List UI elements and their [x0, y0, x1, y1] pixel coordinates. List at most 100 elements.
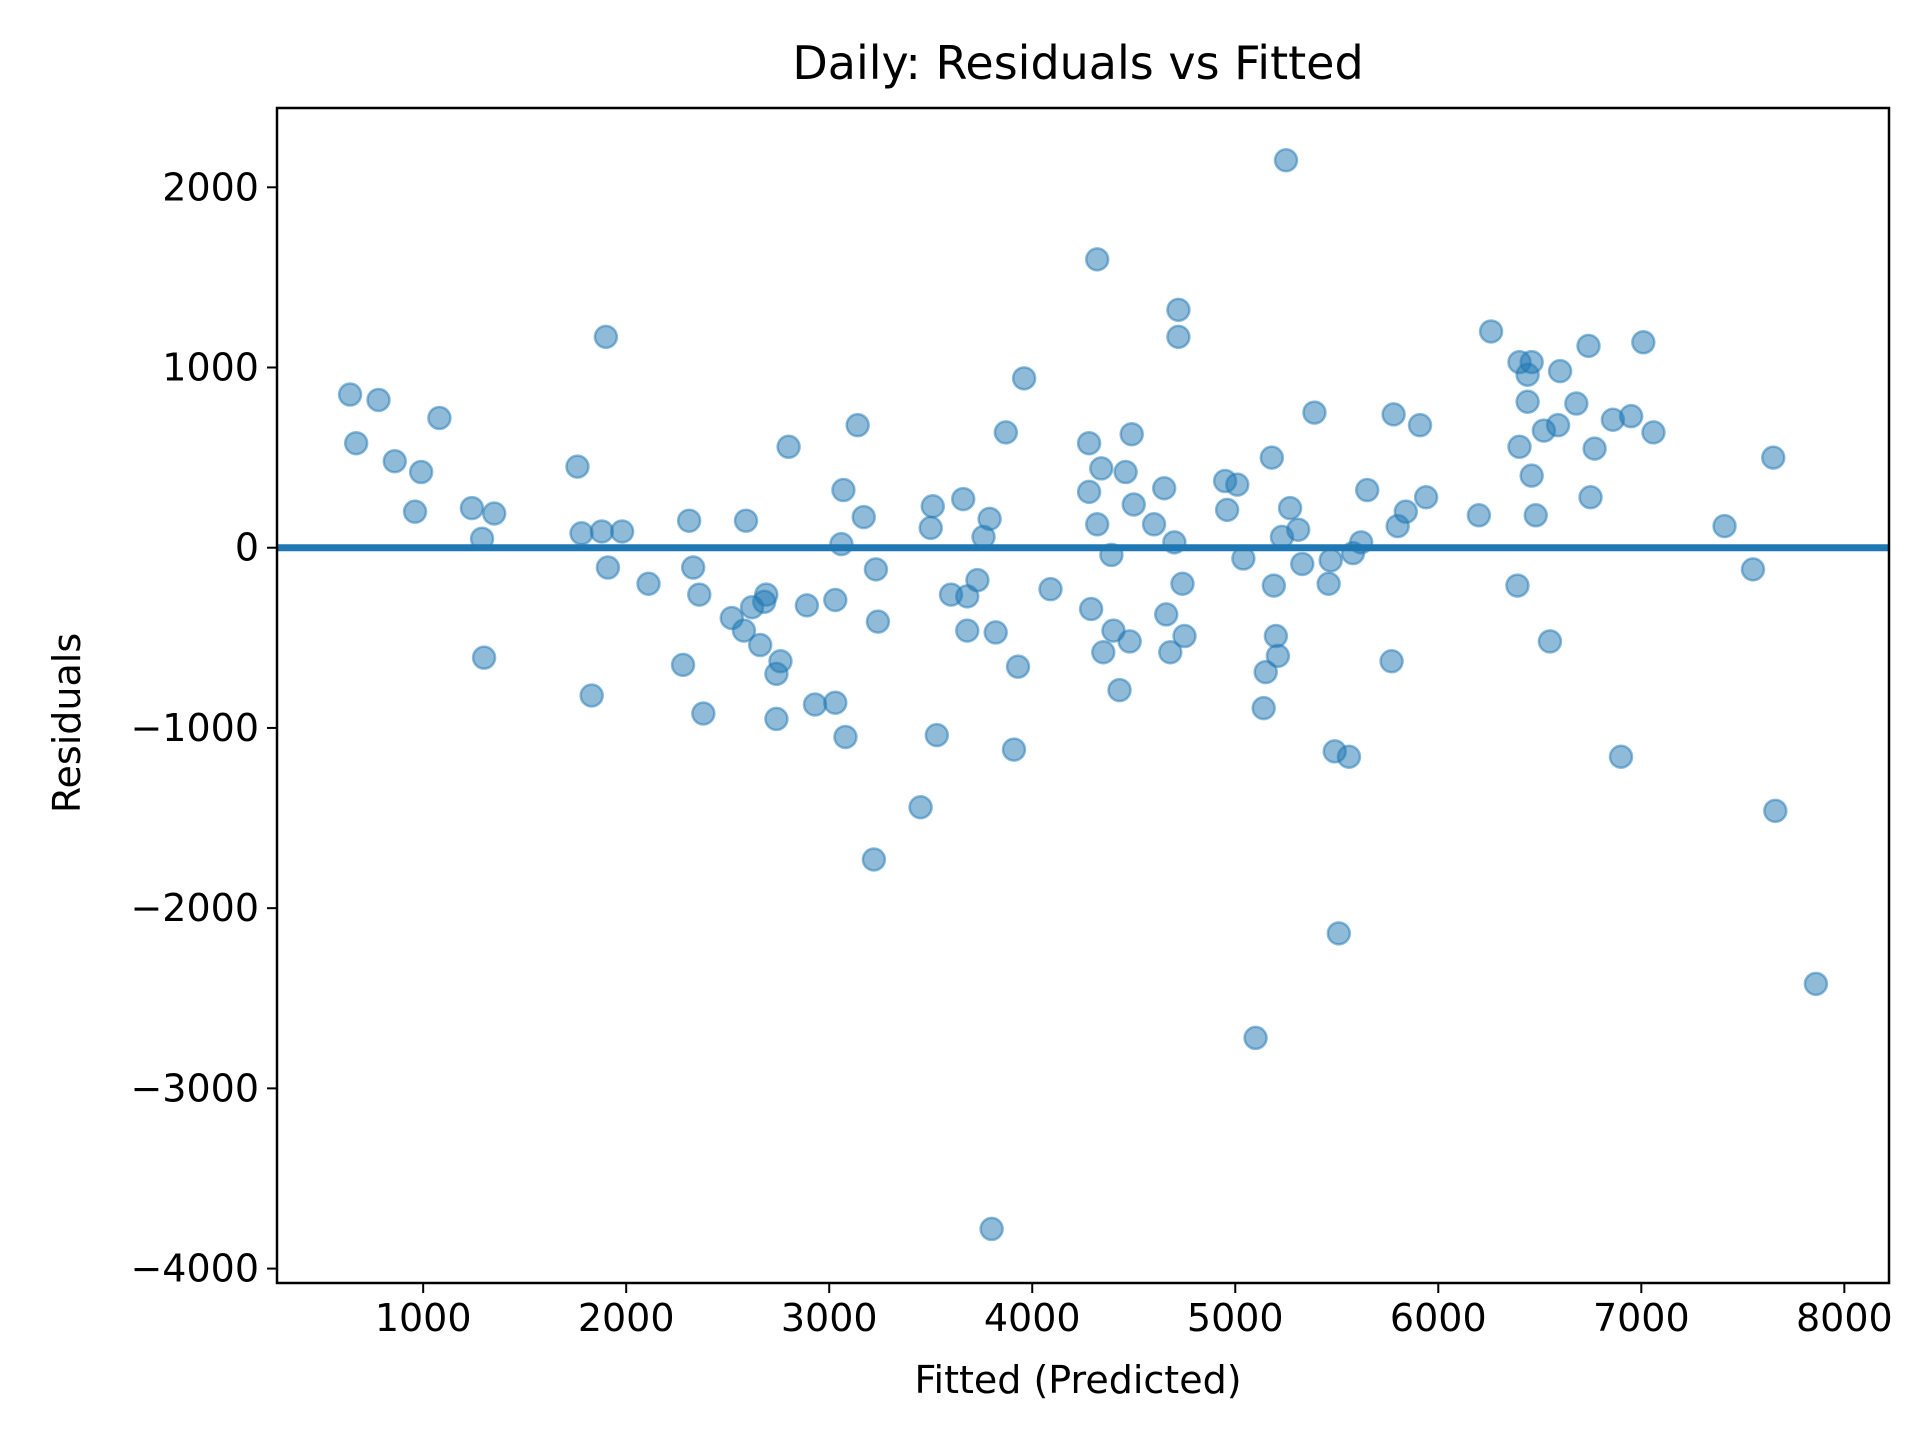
- data-point: [1303, 402, 1325, 424]
- data-point: [1468, 504, 1490, 526]
- data-point: [1525, 504, 1547, 526]
- data-point: [824, 589, 846, 611]
- data-point: [1521, 465, 1543, 487]
- data-point: [581, 685, 603, 707]
- data-point: [1764, 800, 1786, 822]
- data-point: [483, 502, 505, 524]
- data-point: [1610, 746, 1632, 768]
- y-tick-label: −4000: [130, 1247, 259, 1291]
- data-point: [473, 647, 495, 669]
- data-point: [863, 848, 885, 870]
- data-point: [956, 620, 978, 642]
- data-point: [1086, 248, 1108, 270]
- data-point: [591, 521, 613, 543]
- data-point: [1279, 497, 1301, 519]
- y-axis-label: Residuals: [45, 633, 89, 813]
- data-point: [1253, 697, 1275, 719]
- data-point: [339, 384, 361, 406]
- data-point: [1287, 519, 1309, 541]
- data-point: [1078, 432, 1100, 454]
- data-point: [672, 654, 694, 676]
- data-point: [920, 517, 942, 539]
- data-point: [638, 573, 660, 595]
- data-point: [926, 724, 948, 746]
- data-point: [1318, 573, 1340, 595]
- data-point: [1395, 501, 1417, 523]
- x-tick-label: 7000: [1593, 1296, 1690, 1340]
- data-point: [1508, 436, 1530, 458]
- y-tick-label: 2000: [162, 165, 259, 209]
- data-point: [778, 436, 800, 458]
- data-point: [1506, 575, 1528, 597]
- data-point: [461, 497, 483, 519]
- data-point: [368, 389, 390, 411]
- x-tick-label: 1000: [375, 1296, 472, 1340]
- data-point: [1762, 447, 1784, 469]
- data-point: [1547, 414, 1569, 436]
- data-point: [1714, 515, 1736, 537]
- data-point: [1086, 513, 1108, 535]
- data-point: [1115, 461, 1137, 483]
- data-point: [595, 326, 617, 348]
- data-point: [1109, 679, 1131, 701]
- y-tick-label: 1000: [162, 346, 259, 390]
- data-point: [1267, 645, 1289, 667]
- data-point: [1013, 367, 1035, 389]
- data-point: [1121, 423, 1143, 445]
- data-point: [865, 558, 887, 580]
- data-point: [1167, 326, 1189, 348]
- y-tick-label: 0: [235, 526, 259, 570]
- data-point: [1642, 421, 1664, 443]
- data-point: [1078, 481, 1100, 503]
- data-point: [1226, 474, 1248, 496]
- data-point: [769, 650, 791, 672]
- data-point: [1328, 922, 1350, 944]
- data-point: [1517, 391, 1539, 413]
- y-tick-label: −2000: [130, 886, 259, 930]
- data-point: [1383, 403, 1405, 425]
- data-point: [985, 621, 1007, 643]
- data-point: [1632, 331, 1654, 353]
- data-point: [1620, 405, 1642, 427]
- data-point: [566, 456, 588, 478]
- data-point: [1356, 479, 1378, 501]
- data-point: [853, 506, 875, 528]
- data-point: [345, 432, 367, 454]
- data-point: [1245, 1027, 1267, 1049]
- data-point: [765, 708, 787, 730]
- data-point: [735, 510, 757, 532]
- data-point: [847, 414, 869, 436]
- data-point: [1409, 414, 1431, 436]
- data-point: [678, 510, 700, 532]
- data-point: [1040, 578, 1062, 600]
- data-point: [1291, 553, 1313, 575]
- data-point: [1275, 149, 1297, 171]
- data-point: [830, 533, 852, 555]
- data-point: [1092, 641, 1114, 663]
- y-tick-label: −3000: [130, 1066, 259, 1110]
- data-point: [1143, 513, 1165, 535]
- data-point: [1080, 598, 1102, 620]
- data-point: [749, 634, 771, 656]
- data-point: [410, 461, 432, 483]
- data-point: [1174, 625, 1196, 647]
- data-point: [1539, 630, 1561, 652]
- data-point: [611, 521, 633, 543]
- data-point: [995, 421, 1017, 443]
- data-point: [1381, 650, 1403, 672]
- data-point: [1155, 603, 1177, 625]
- data-point: [571, 522, 593, 544]
- data-point: [1320, 549, 1342, 571]
- data-point: [979, 508, 1001, 530]
- data-point: [692, 703, 714, 725]
- data-point: [867, 611, 889, 633]
- data-point: [1263, 575, 1285, 597]
- data-point: [682, 557, 704, 579]
- data-point: [1090, 457, 1112, 479]
- data-point: [1123, 493, 1145, 515]
- data-point: [1578, 335, 1600, 357]
- data-point: [824, 692, 846, 714]
- x-tick-label: 4000: [984, 1296, 1081, 1340]
